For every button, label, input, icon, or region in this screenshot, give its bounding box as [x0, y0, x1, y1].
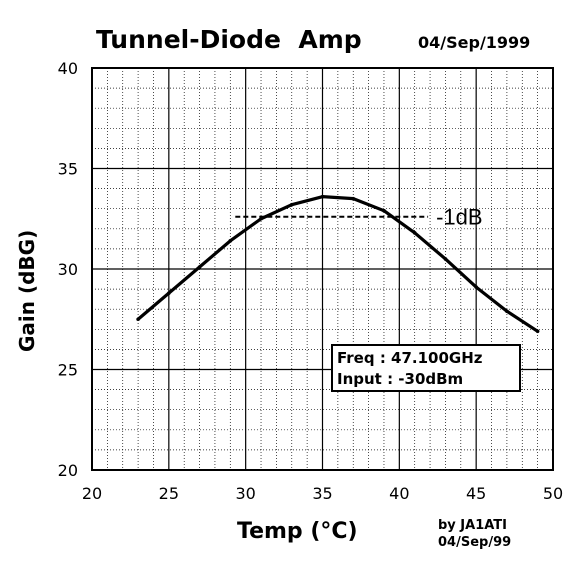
plot-frame [91, 67, 554, 471]
x-tick-label: 25 [159, 484, 179, 503]
data-point [259, 216, 263, 221]
data-point [136, 317, 140, 322]
data-point [351, 196, 356, 201]
y-axis-label: Gain (dBG) [15, 230, 39, 352]
data-point [505, 309, 509, 314]
y-tick-label: 20 [58, 461, 78, 480]
x-tick-labels: 20 25 30 35 40 45 50 [82, 484, 563, 503]
data-point [197, 265, 202, 269]
x-tick-label: 20 [82, 484, 102, 503]
y-tick-labels: 20 25 30 35 40 [58, 59, 78, 480]
x-axis-label: Temp (°C) [237, 519, 358, 544]
conditions-box: Freq : 47.100GHz Input : -30dBm [331, 344, 521, 392]
x-tick-label: 50 [543, 484, 563, 503]
credit-author: by JA1ATI [438, 518, 507, 533]
y-tick-label: 25 [58, 361, 78, 380]
y-tick-label: 30 [58, 260, 78, 279]
minus-1db-label: -1dB [436, 205, 482, 230]
condition-freq: Freq : 47.100GHz [337, 349, 483, 367]
data-point [412, 231, 417, 235]
condition-input: Input : -30dBm [337, 370, 463, 388]
data-point [535, 329, 540, 334]
data-point [443, 257, 448, 261]
y-tick-label: 35 [58, 160, 78, 179]
credit-date: 04/Sep/99 [438, 535, 511, 550]
x-tick-label: 40 [389, 484, 409, 503]
series-line [137, 195, 539, 333]
data-point [289, 202, 294, 207]
y-tick-label: 40 [58, 59, 78, 78]
chart-title: Tunnel-Diode Amp [96, 25, 362, 54]
x-tick-label: 30 [235, 484, 255, 503]
chart-date: 04/Sep/1999 [418, 33, 530, 52]
data-point [382, 208, 386, 213]
x-tick-label: 45 [466, 484, 486, 503]
data-point [474, 285, 478, 289]
series-group [136, 194, 540, 334]
data-point [228, 239, 233, 243]
x-tick-label: 35 [312, 484, 332, 503]
data-point [167, 291, 171, 295]
data-point [320, 194, 325, 199]
